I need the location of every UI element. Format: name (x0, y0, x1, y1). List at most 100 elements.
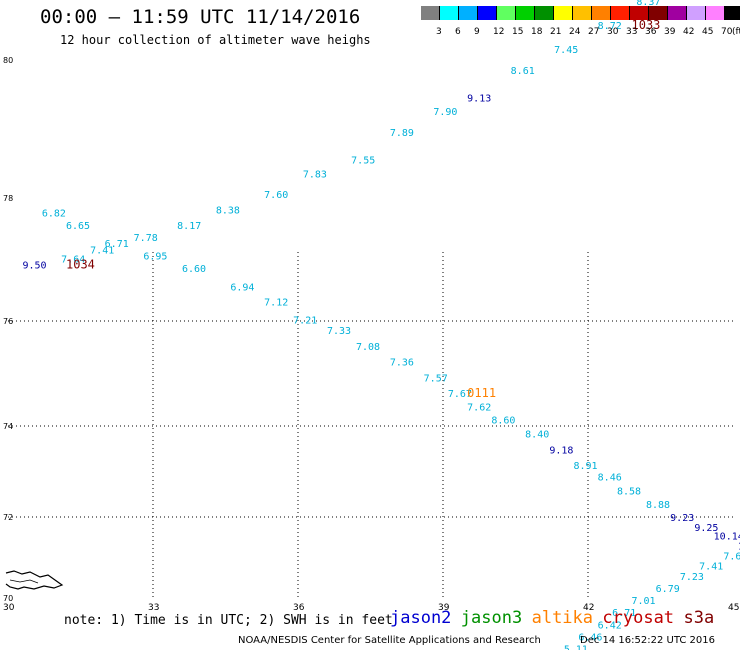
lat-label: 76 (3, 317, 13, 326)
scale-value-label: 45 (702, 27, 714, 37)
satellite-altika: altika (531, 608, 594, 628)
lon-label: 30 (3, 603, 15, 613)
footer-credit: NOAA/NESDIS Center for Satellite Applica… (238, 635, 541, 646)
scale-value-label: 33 (626, 27, 638, 37)
wave-height-value: 7.36 (390, 358, 414, 369)
lat-label: 70 (3, 594, 13, 603)
lon-label: 42 (583, 603, 594, 613)
lon-label: 45 (728, 603, 739, 613)
wave-height-value: 5.11 (564, 645, 588, 650)
scale-swatch (440, 6, 459, 20)
wave-height-value: 6.46 (578, 633, 602, 644)
wave-height-value: 7.78 (134, 233, 158, 244)
wave-height-value: 9.13 (467, 93, 491, 104)
wave-height-value: 7.45 (554, 45, 578, 56)
wave-height-value: 7.67 (448, 389, 472, 400)
wave-height-value: 8.72 (598, 21, 622, 32)
pass-time-label: 1034 (66, 258, 95, 272)
scale-swatch (554, 6, 573, 20)
wave-height-value: 7.21 (293, 316, 317, 327)
wave-height-value: 7.08 (356, 342, 380, 353)
scale-value-label: 18 (531, 27, 543, 37)
wave-height-value: 7.33 (327, 326, 351, 337)
observation-labels: 6.826.657.647.416.717.786.958.178.386.60… (23, 0, 740, 650)
wave-height-value: 9.50 (23, 261, 47, 272)
wave-height-value: 7.89 (390, 128, 414, 139)
scale-value-label: 12 (493, 27, 505, 37)
scale-value-label: 27 (588, 27, 600, 37)
scale-value-label: 24 (569, 27, 581, 37)
scale-value-label: 42 (683, 27, 695, 37)
lat-label: 78 (3, 194, 13, 203)
wave-height-value: 7.55 (351, 156, 375, 167)
wave-height-value: 8.58 (617, 486, 641, 497)
lat-label: 72 (3, 513, 13, 522)
scale-swatch (421, 6, 440, 20)
scale-swatch (592, 6, 611, 20)
wave-height-value: 9.23 (670, 513, 694, 524)
wave-height-value: 8.38 (216, 205, 240, 216)
wave-height-value: 8.61 (511, 66, 535, 77)
wave-height-value: 6.79 (656, 584, 680, 595)
scale-value-label: 36 (645, 27, 657, 37)
satellite-jason3: jason3 (460, 608, 523, 628)
scale-swatch (687, 6, 706, 20)
scale-swatch (706, 6, 725, 20)
scale-swatch (725, 6, 740, 20)
wave-height-value: 7.60 (264, 190, 288, 201)
wave-height-value: 6.60 (182, 264, 206, 275)
island-outline (5, 570, 64, 590)
pass-time-label: 0111 (467, 386, 496, 400)
note-text: note: 1) Time is in UTC; 2) SWH is in fe… (64, 613, 393, 628)
wave-height-value: 6.71 (105, 239, 129, 250)
scale-swatch (630, 6, 649, 20)
lon-label: 36 (293, 603, 305, 613)
scale-swatch (535, 6, 554, 20)
wave-height-value: 8.91 (574, 461, 598, 472)
wave-height-value: 7.64 (61, 255, 85, 266)
map-subtitle: 12 hour collection of altimeter wave hei… (60, 33, 371, 47)
scale-value-label: 21 (550, 27, 562, 37)
wave-height-value: 7.69 (723, 552, 740, 563)
pass-time-label: 1033 (632, 18, 661, 32)
scale-swatch (573, 6, 592, 20)
wave-height-value: 7.62 (467, 402, 491, 413)
wave-height-value: 7.41 (699, 562, 723, 573)
scale-value-label: 39 (664, 27, 676, 37)
lat-label: 74 (3, 422, 13, 431)
scale-swatch (478, 6, 497, 20)
scale-value-label: 15 (512, 27, 524, 37)
scale-swatch (516, 6, 535, 20)
scale-value-label: 3 (436, 27, 442, 37)
island-inner-line (9, 579, 39, 584)
scale-swatch (459, 6, 478, 20)
lon-label: 33 (148, 603, 159, 613)
map-title: 00:00 – 11:59 UTC 11/14/2016 (40, 6, 361, 28)
wave-height-value: 9.18 (549, 445, 573, 456)
scale-value-label: 30 (607, 27, 619, 37)
scale-swatch (649, 6, 668, 20)
wave-height-value: 10.77 (738, 541, 740, 552)
satellite-s3a: s3a (683, 608, 715, 628)
satellite-cryosat: cryosat (602, 608, 675, 628)
lat-label: 80 (3, 56, 13, 65)
wave-height-value: 7.01 (632, 596, 656, 607)
wave-height-value: 9.25 (694, 523, 718, 534)
wave-height-value: 7.83 (303, 169, 327, 180)
wave-height-value: 8.17 (177, 221, 201, 232)
graticule (8, 252, 733, 598)
wave-height-value: 6.71 (612, 608, 636, 619)
scale-value-label: 70 (721, 27, 733, 37)
scale-swatch (611, 6, 630, 20)
scale-unit-label: (ft) (732, 27, 740, 37)
wave-height-value: 8.37 (636, 0, 660, 8)
wave-height-value: 6.65 (66, 221, 90, 232)
wave-height-value: 6.82 (42, 208, 66, 219)
scale-swatch (497, 6, 516, 20)
wave-height-value: 8.60 (491, 415, 515, 426)
wave-height-value: 7.23 (680, 572, 704, 583)
wave-height-value: 7.41 (90, 245, 114, 256)
